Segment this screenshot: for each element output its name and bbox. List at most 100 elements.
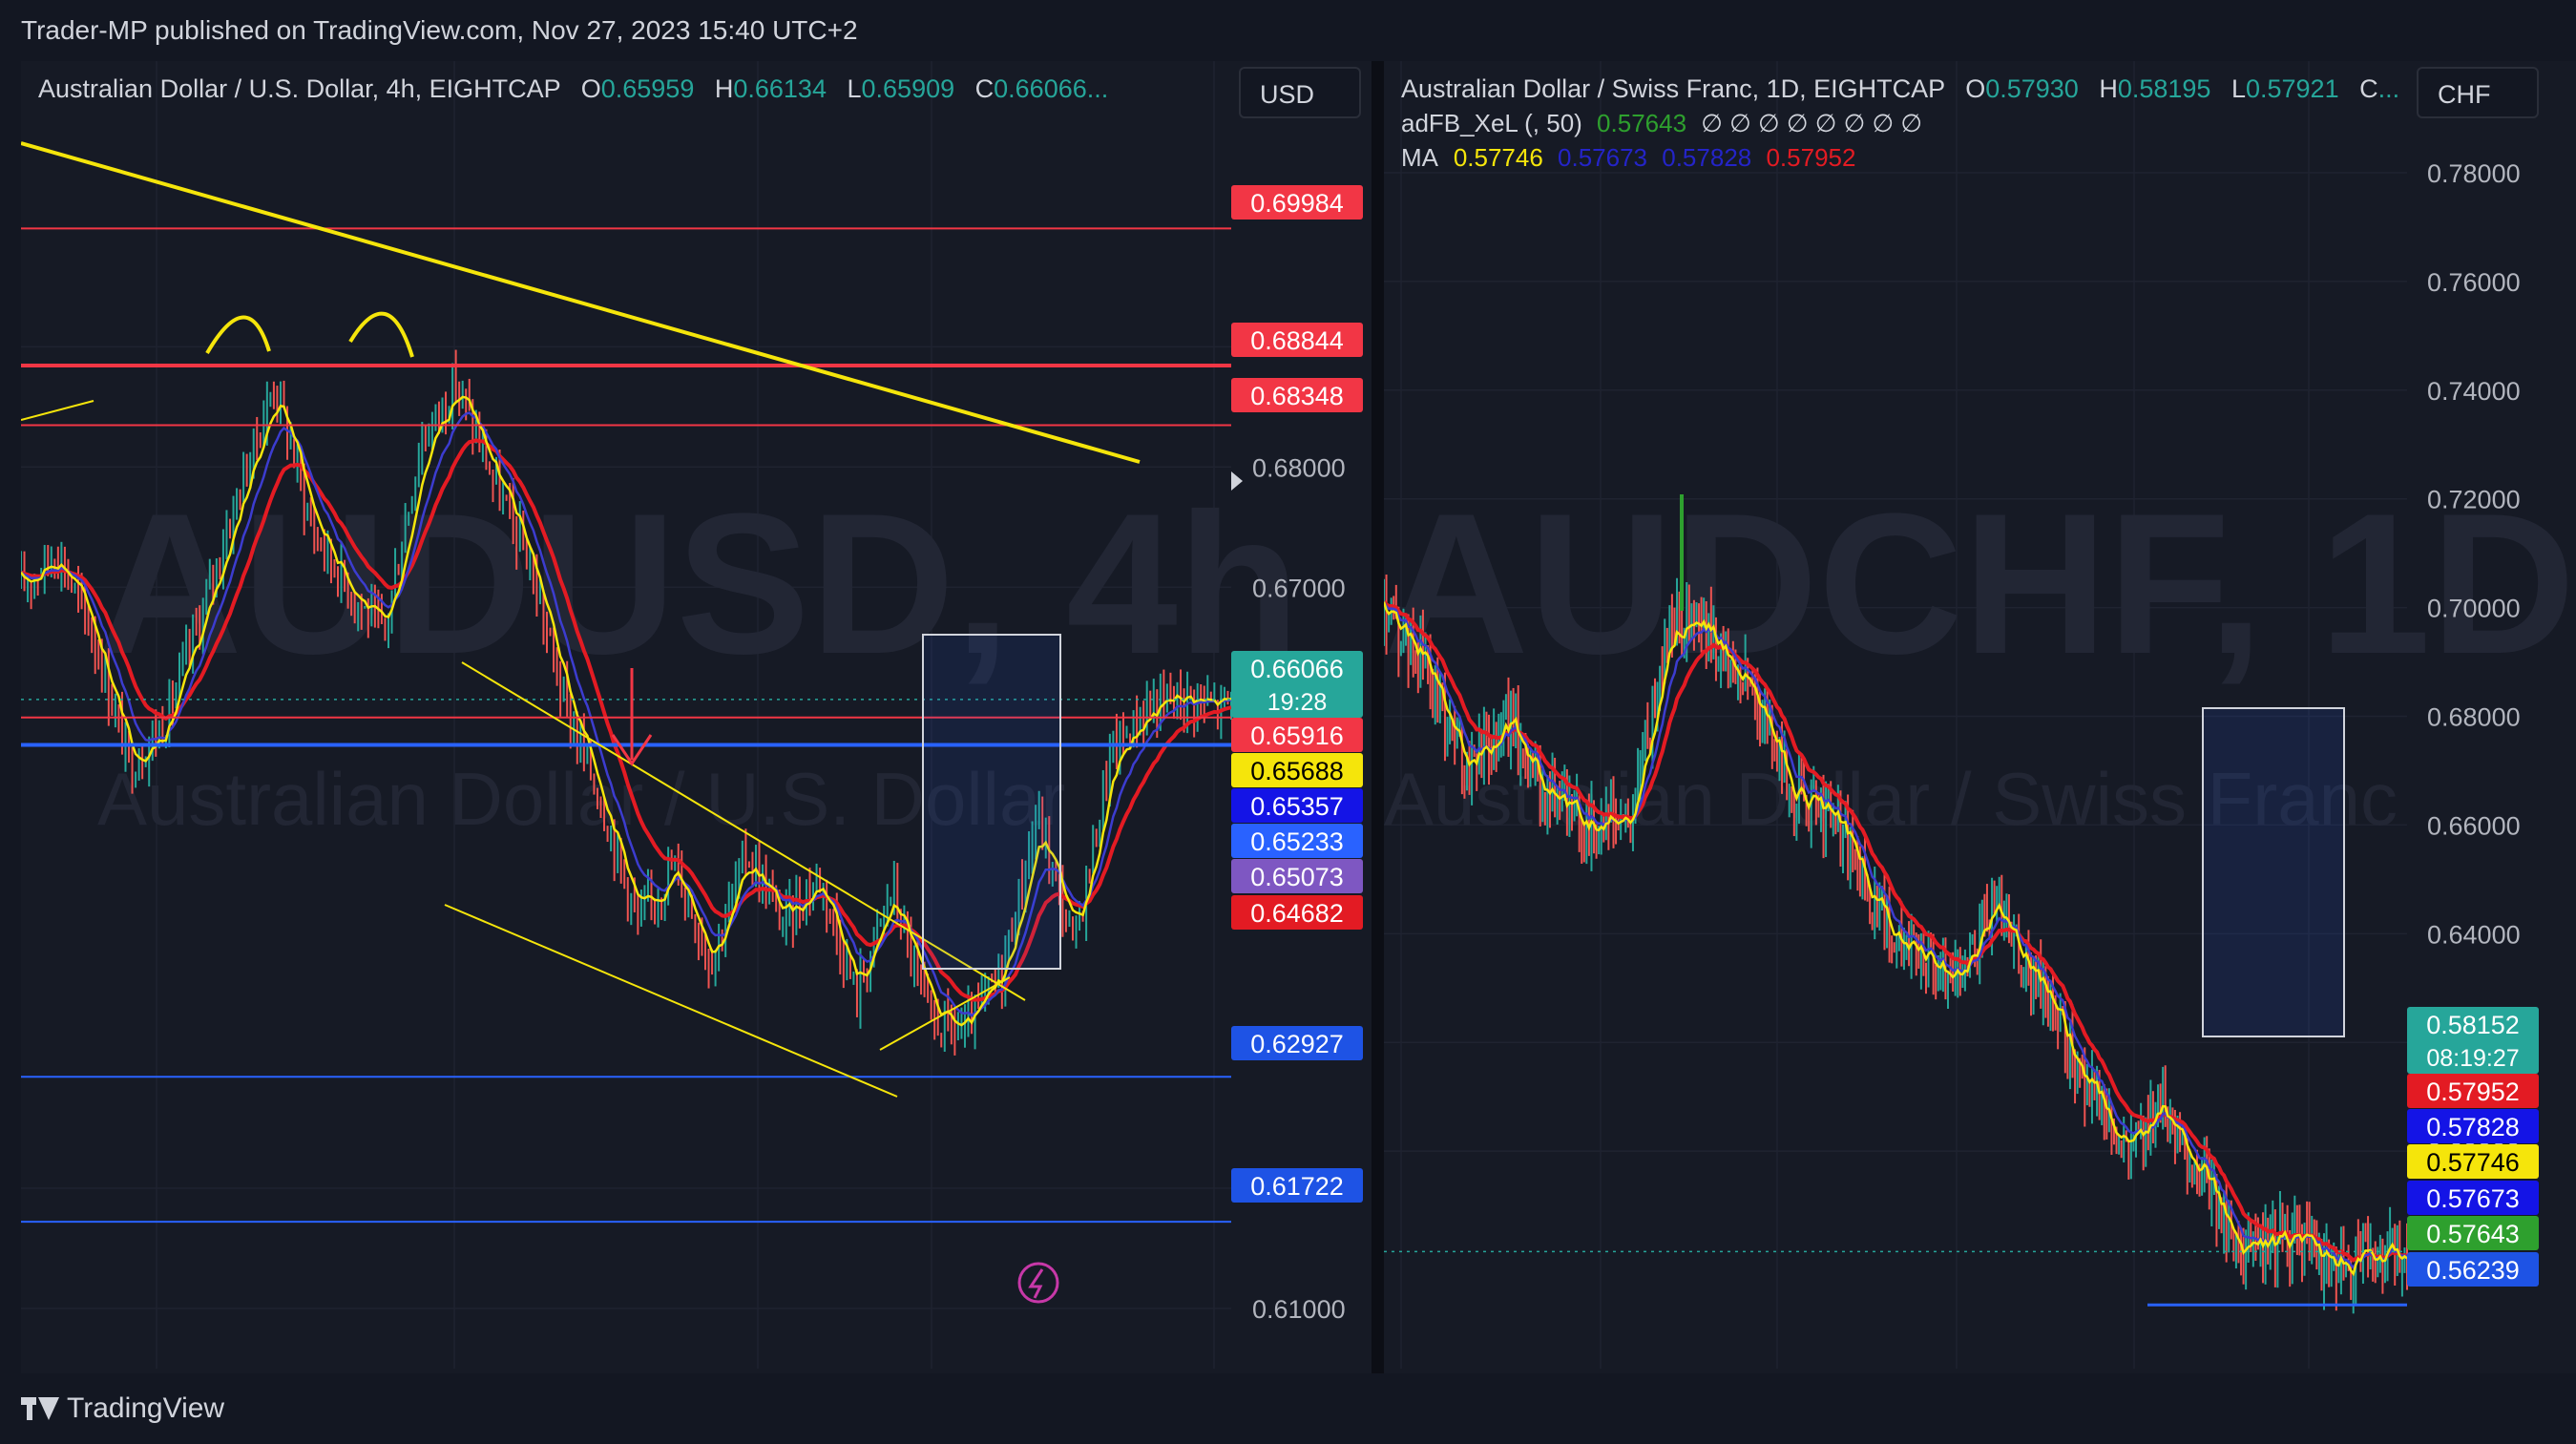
price-badge: 0.68348	[1250, 382, 1344, 410]
indicator-adfb-legend[interactable]: adFB_XeL (, 50) 0.57643 ∅ ∅ ∅ ∅ ∅ ∅ ∅ ∅	[1401, 109, 1922, 138]
price-badge-bg	[2407, 1181, 2539, 1215]
indicator-ma-name: MA	[1401, 143, 1437, 172]
price-axis-tick: 0.76000	[2427, 268, 2521, 297]
price-axis-tick: 0.61000	[1252, 1295, 1346, 1324]
scroll-right-icon	[1231, 471, 1243, 491]
price-badge-bg	[1231, 1026, 1363, 1060]
audusd-chart-panel[interactable]: AUDUSD, 4h Australian Dollar / U.S. Dolla…	[21, 61, 1372, 1373]
price-badge-bg	[2407, 1074, 2539, 1108]
ohlc-open-value: 0.57930	[1985, 74, 2079, 103]
watermark-symbol: AUDUSD, 4h	[97, 471, 1300, 696]
price-badge-bg	[1231, 323, 1363, 357]
ohlc-close-key: C	[2359, 74, 2378, 103]
watermark-symbol: AUDCHF, 1D	[1384, 471, 2575, 696]
price-axis-tick: 0.68000	[1252, 453, 1346, 482]
price-badge: 0.57673	[2426, 1184, 2520, 1213]
tradingview-logo-icon	[21, 1397, 59, 1420]
bottom-bar: TradingView	[0, 1373, 2576, 1444]
price-badge-bg	[2407, 1216, 2539, 1250]
currency-button-chf[interactable]: CHF	[2417, 67, 2539, 118]
support-trendline	[879, 976, 1011, 1051]
price-badge-bg	[1231, 185, 1363, 220]
audusd-chart-canvas[interactable]: AUDUSD, 4h Australian Dollar / U.S. Dolla…	[21, 61, 1372, 1373]
price-badge-countdown: 08:19:27	[2426, 1045, 2519, 1072]
ma-slow-line	[21, 438, 1232, 1002]
price-axis-tick: 0.68000	[2427, 703, 2521, 732]
ma-value-3: 0.57828	[1662, 143, 1752, 172]
audchf-legend: Australian Dollar / Swiss Franc, 1D, EIG…	[1401, 74, 2399, 104]
ohlc-low-key: L	[2230, 74, 2246, 103]
alert-lightning-glyph	[1028, 1268, 1044, 1299]
indicator-ma-legend[interactable]: MA 0.57746 0.57673 0.57828 0.57952	[1401, 143, 1855, 173]
ohlc-high-value: 0.66134	[733, 74, 827, 103]
price-badge: 0.57828	[2426, 1113, 2520, 1141]
price-badge: 0.66066	[1250, 655, 1344, 683]
price-badge-bg	[1231, 788, 1363, 823]
price-badge: 0.68844	[1250, 326, 1344, 355]
ohlc-open-key: O	[580, 74, 601, 103]
price-badge-bg	[2407, 1109, 2539, 1143]
pattern-top-arc	[348, 311, 414, 358]
ma-fast-line	[21, 395, 1232, 1027]
price-badge: 0.57952	[2426, 1078, 2520, 1106]
ohlc-close-value: ...	[2377, 74, 2400, 103]
ohlc-open-value: 0.65959	[600, 74, 695, 103]
ohlc-open-key: O	[1965, 74, 1986, 103]
indicator-adfb-value: 0.57643	[1597, 109, 1687, 137]
top-bar: Trader-MP published on TradingView.com, …	[0, 0, 2576, 61]
price-badge: 0.65688	[1250, 757, 1344, 785]
price-badge: 0.56239	[2426, 1256, 2520, 1285]
ma-slow-line	[1384, 600, 2408, 1263]
price-badge-bg	[2407, 1252, 2539, 1287]
ma-value-2: 0.57673	[1558, 143, 1648, 172]
price-axis-tick: 0.70000	[2427, 595, 2521, 623]
price-badge-bg	[1231, 1168, 1363, 1203]
price-axis-tick: 0.66000	[2427, 811, 2521, 840]
audchf-title: Australian Dollar / Swiss Franc, 1D, EIG…	[1401, 74, 1945, 103]
ma-mid-line	[21, 411, 1232, 1017]
price-badge-bg	[1231, 378, 1363, 412]
price-badge: 0.64682	[1250, 899, 1344, 928]
ohlc-close-key: C	[974, 74, 995, 103]
tradingview-brand: TradingView	[67, 1392, 225, 1424]
indicator-adfb-nulls: ∅ ∅ ∅ ∅ ∅ ∅ ∅ ∅	[1701, 109, 1923, 137]
price-badge: 0.65916	[1250, 722, 1344, 750]
arrow-head	[611, 734, 653, 766]
price-badge-bg	[1231, 859, 1363, 893]
panel-divider[interactable]	[1372, 61, 1384, 1373]
price-badge: 0.62927	[1250, 1030, 1344, 1058]
price-badge-bg	[1231, 895, 1363, 930]
ohlc-low-value: 0.57921	[2245, 74, 2339, 103]
price-axis-tick: 0.64000	[2427, 920, 2521, 949]
price-badge: 0.61722	[1250, 1172, 1344, 1201]
ohlc-high-value: 0.58195	[2117, 74, 2211, 103]
audchf-chart-canvas[interactable]: AUDCHF, 1D Australian Dollar / Swiss Fran…	[1384, 61, 2576, 1373]
publisher-line: Trader-MP published on TradingView.com, …	[21, 15, 858, 45]
price-badge: 0.69984	[1250, 189, 1344, 218]
ohlc-high-key: H	[2099, 74, 2118, 103]
pattern-top-arc	[205, 315, 271, 355]
price-badge-bg	[1231, 651, 1363, 718]
price-badge-bg	[2407, 1144, 2539, 1179]
audusd-legend: Australian Dollar / U.S. Dollar, 4h, EIG…	[38, 74, 1108, 104]
ohlc-high-key: H	[714, 74, 734, 103]
price-axis-tick: 0.67000	[1252, 574, 1346, 602]
audusd-title: Australian Dollar / U.S. Dollar, 4h, EIG…	[38, 74, 561, 103]
alert-lightning-icon	[1017, 1262, 1059, 1304]
channel-upper-line	[461, 661, 1026, 1001]
pattern-neckline	[21, 400, 94, 421]
indicator-adfb-name: adFB_XeL (, 50)	[1401, 109, 1582, 137]
price-axis-tick: 0.72000	[2427, 486, 2521, 514]
price-badge: 0.57643	[2426, 1220, 2520, 1248]
tradingview-logo[interactable]: TradingView	[21, 1392, 224, 1425]
audchf-chart-panel[interactable]: AUDCHF, 1D Australian Dollar / Swiss Fran…	[1384, 61, 2576, 1373]
ma-value-4: 0.57952	[1766, 143, 1856, 172]
price-axis-tick: 0.74000	[2427, 377, 2521, 406]
currency-button-usd[interactable]: USD	[1239, 67, 1361, 118]
price-badge: 0.58152	[2426, 1011, 2520, 1039]
price-badge-bg	[1231, 824, 1363, 858]
highlight-box	[2202, 707, 2345, 1037]
price-badge: 0.65357	[1250, 792, 1344, 821]
price-badge-bg	[1231, 753, 1363, 787]
ohlc-low-key: L	[847, 74, 862, 103]
